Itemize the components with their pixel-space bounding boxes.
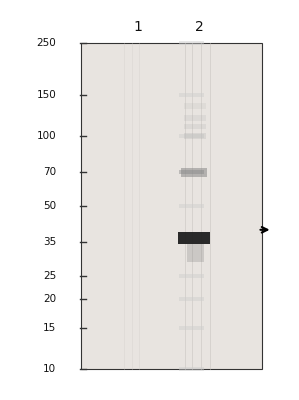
Text: 1: 1 [133, 20, 142, 34]
Text: 150: 150 [36, 90, 56, 100]
Text: 100: 100 [36, 131, 56, 141]
Text: 250: 250 [36, 38, 56, 48]
Bar [179, 297, 204, 301]
Text: 20: 20 [43, 294, 56, 304]
Bar [179, 170, 204, 174]
Bar [179, 134, 204, 138]
Bar [179, 240, 204, 244]
Text: 2: 2 [196, 20, 204, 34]
Bar [179, 326, 204, 330]
Bar [179, 93, 204, 97]
Bar [179, 367, 204, 371]
Text: 35: 35 [43, 237, 56, 247]
Text: 25: 25 [43, 271, 56, 281]
Bar [184, 115, 206, 120]
Text: 10: 10 [43, 364, 56, 374]
Text: 70: 70 [43, 167, 56, 177]
Bar [187, 244, 204, 262]
Bar [184, 134, 206, 139]
Text: 15: 15 [43, 323, 56, 333]
Bar [184, 124, 206, 129]
Bar [81, 43, 262, 369]
Bar [181, 168, 207, 177]
Bar [179, 274, 204, 278]
Bar [179, 204, 204, 208]
Text: 50: 50 [43, 201, 56, 211]
Bar [179, 41, 204, 45]
Bar [184, 103, 206, 109]
Bar [178, 232, 210, 244]
